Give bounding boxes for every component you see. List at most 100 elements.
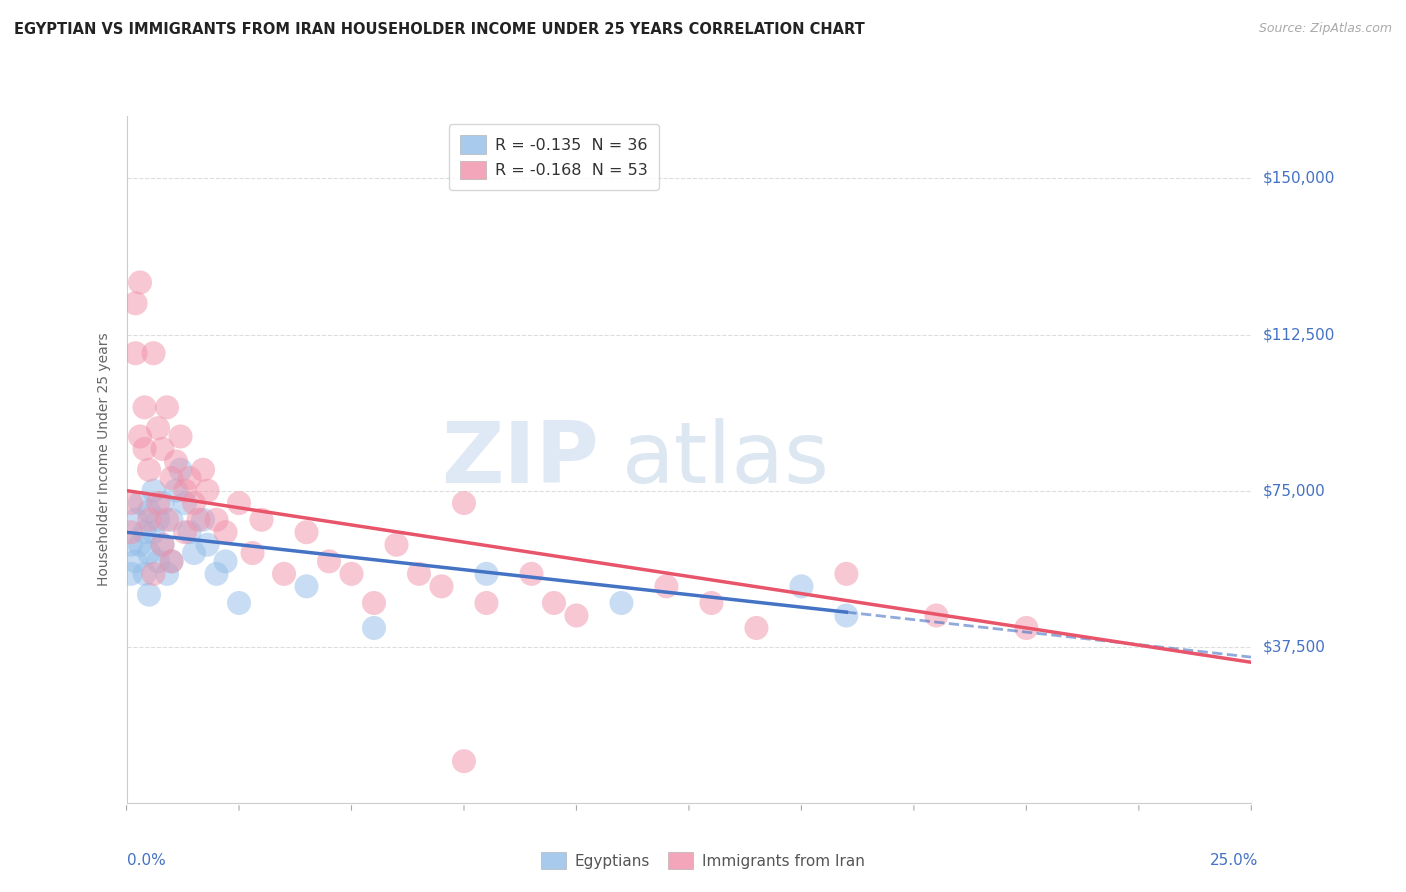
Point: [543, 596, 565, 610]
Point: [183, 546, 205, 560]
Point: [197, 483, 219, 498]
Point: [925, 608, 948, 623]
Point: [146, 513, 169, 527]
Point: [475, 596, 498, 610]
Point: [169, 429, 191, 443]
Point: [191, 513, 214, 527]
Point: [134, 566, 156, 581]
Point: [160, 554, 183, 568]
Point: [120, 496, 142, 510]
Point: [475, 566, 498, 581]
Text: atlas: atlas: [621, 417, 830, 501]
Text: $150,000: $150,000: [1263, 171, 1334, 186]
Point: [124, 346, 146, 360]
Point: [745, 621, 768, 635]
Point: [124, 296, 146, 310]
Point: [520, 566, 543, 581]
Point: [214, 554, 236, 568]
Point: [129, 429, 152, 443]
Point: [129, 276, 152, 290]
Point: [120, 566, 142, 581]
Point: [610, 596, 633, 610]
Point: [138, 513, 160, 527]
Point: [295, 525, 318, 540]
Legend: R = -0.135  N = 36, R = -0.168  N = 53: R = -0.135 N = 36, R = -0.168 N = 53: [449, 124, 659, 190]
Point: [295, 579, 318, 593]
Point: [142, 525, 165, 540]
Point: [138, 546, 160, 560]
Point: [156, 401, 179, 415]
Point: [250, 513, 273, 527]
Point: [152, 538, 174, 552]
Point: [183, 496, 205, 510]
Point: [124, 513, 146, 527]
Legend: Egyptians, Immigrants from Iran: Egyptians, Immigrants from Iran: [536, 846, 870, 875]
Point: [165, 454, 187, 468]
Point: [835, 608, 858, 623]
Point: [138, 463, 160, 477]
Point: [430, 579, 453, 593]
Point: [152, 496, 174, 510]
Point: [385, 538, 408, 552]
Point: [134, 442, 156, 456]
Point: [156, 513, 179, 527]
Point: [174, 496, 197, 510]
Text: 0.0%: 0.0%: [127, 854, 166, 868]
Point: [205, 566, 228, 581]
Point: [124, 554, 146, 568]
Point: [152, 442, 174, 456]
Point: [142, 566, 165, 581]
Point: [160, 471, 183, 485]
Point: [700, 596, 723, 610]
Point: [205, 513, 228, 527]
Point: [179, 471, 201, 485]
Text: EGYPTIAN VS IMMIGRANTS FROM IRAN HOUSEHOLDER INCOME UNDER 25 YEARS CORRELATION C: EGYPTIAN VS IMMIGRANTS FROM IRAN HOUSEHO…: [14, 22, 865, 37]
Point: [318, 554, 340, 568]
Point: [160, 554, 183, 568]
Point: [453, 754, 475, 768]
Point: [179, 525, 201, 540]
Point: [134, 525, 156, 540]
Point: [187, 513, 209, 527]
Point: [214, 525, 236, 540]
Point: [146, 421, 169, 435]
Point: [340, 566, 363, 581]
Text: 25.0%: 25.0%: [1211, 854, 1258, 868]
Y-axis label: Householder Income Under 25 years: Householder Income Under 25 years: [97, 333, 111, 586]
Text: $75,000: $75,000: [1263, 483, 1326, 498]
Point: [146, 554, 169, 568]
Point: [138, 504, 160, 518]
Point: [655, 579, 678, 593]
Point: [242, 546, 264, 560]
Point: [129, 538, 152, 552]
Point: [273, 566, 295, 581]
Point: [174, 483, 197, 498]
Text: ZIP: ZIP: [441, 417, 599, 501]
Text: $112,500: $112,500: [1263, 327, 1334, 342]
Point: [134, 401, 156, 415]
Point: [165, 483, 187, 498]
Point: [228, 596, 250, 610]
Point: [138, 588, 160, 602]
Point: [363, 621, 385, 635]
Point: [129, 496, 152, 510]
Point: [197, 538, 219, 552]
Point: [156, 566, 179, 581]
Text: Source: ZipAtlas.com: Source: ZipAtlas.com: [1258, 22, 1392, 36]
Point: [363, 596, 385, 610]
Point: [565, 608, 588, 623]
Point: [120, 538, 142, 552]
Point: [146, 496, 169, 510]
Point: [835, 566, 858, 581]
Point: [453, 496, 475, 510]
Point: [152, 538, 174, 552]
Point: [191, 463, 214, 477]
Point: [160, 513, 183, 527]
Point: [1015, 621, 1038, 635]
Point: [790, 579, 813, 593]
Point: [228, 496, 250, 510]
Point: [174, 525, 197, 540]
Point: [142, 483, 165, 498]
Text: $37,500: $37,500: [1263, 640, 1326, 654]
Point: [120, 525, 142, 540]
